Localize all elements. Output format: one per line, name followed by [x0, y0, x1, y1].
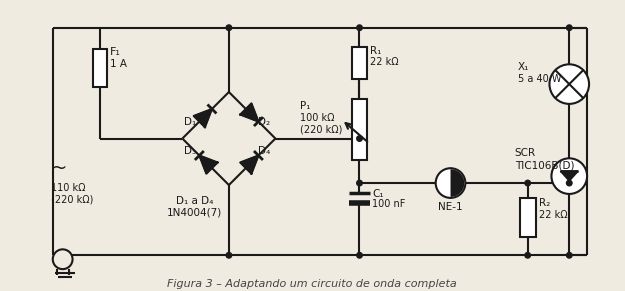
Text: X₁: X₁	[518, 62, 529, 72]
Text: D₂: D₂	[258, 117, 270, 127]
Circle shape	[551, 158, 587, 194]
Circle shape	[52, 249, 72, 269]
Bar	[352, 99, 367, 160]
Text: R₂: R₂	[539, 198, 550, 208]
Text: 110 kΩ
(220 kΩ): 110 kΩ (220 kΩ)	[51, 183, 93, 205]
Wedge shape	[451, 169, 464, 197]
Text: 1N4004(7): 1N4004(7)	[167, 208, 222, 218]
Text: D₁ a D₄: D₁ a D₄	[176, 196, 213, 206]
Bar	[93, 49, 108, 87]
Text: R₁: R₁	[371, 45, 382, 56]
Circle shape	[566, 25, 572, 31]
Circle shape	[357, 180, 362, 186]
Circle shape	[226, 253, 232, 258]
Text: D₁: D₁	[184, 117, 197, 127]
Text: 1 A: 1 A	[110, 59, 127, 69]
Text: 5 a 40 W: 5 a 40 W	[518, 74, 561, 84]
Text: F₁: F₁	[110, 47, 121, 58]
Text: D₄: D₄	[258, 146, 270, 157]
Circle shape	[357, 253, 362, 258]
Text: 100 nF: 100 nF	[372, 199, 406, 209]
Text: 22 kΩ: 22 kΩ	[371, 57, 399, 68]
Text: SCR
TIC106B(D): SCR TIC106B(D)	[515, 148, 574, 170]
Circle shape	[566, 253, 572, 258]
Polygon shape	[240, 103, 259, 122]
Circle shape	[525, 180, 531, 186]
Circle shape	[226, 25, 232, 31]
Bar	[352, 47, 367, 79]
Text: P₁: P₁	[300, 101, 311, 111]
Polygon shape	[240, 155, 259, 174]
Circle shape	[549, 64, 589, 104]
Text: D₃: D₃	[184, 146, 196, 157]
Text: C₁: C₁	[372, 189, 384, 199]
Circle shape	[436, 168, 466, 198]
Text: NE-1: NE-1	[438, 202, 463, 212]
Polygon shape	[561, 171, 578, 181]
Text: Figura 3 – Adaptando um circuito de onda completa: Figura 3 – Adaptando um circuito de onda…	[167, 279, 457, 289]
Text: ~: ~	[51, 159, 67, 178]
Circle shape	[566, 180, 572, 186]
Text: 100 kΩ
(220 kΩ): 100 kΩ (220 kΩ)	[300, 113, 343, 134]
Polygon shape	[194, 109, 212, 127]
Bar	[520, 198, 536, 237]
Circle shape	[357, 25, 362, 31]
Circle shape	[357, 136, 362, 141]
Polygon shape	[199, 155, 217, 174]
Text: 22 kΩ: 22 kΩ	[539, 210, 568, 220]
Circle shape	[525, 253, 531, 258]
